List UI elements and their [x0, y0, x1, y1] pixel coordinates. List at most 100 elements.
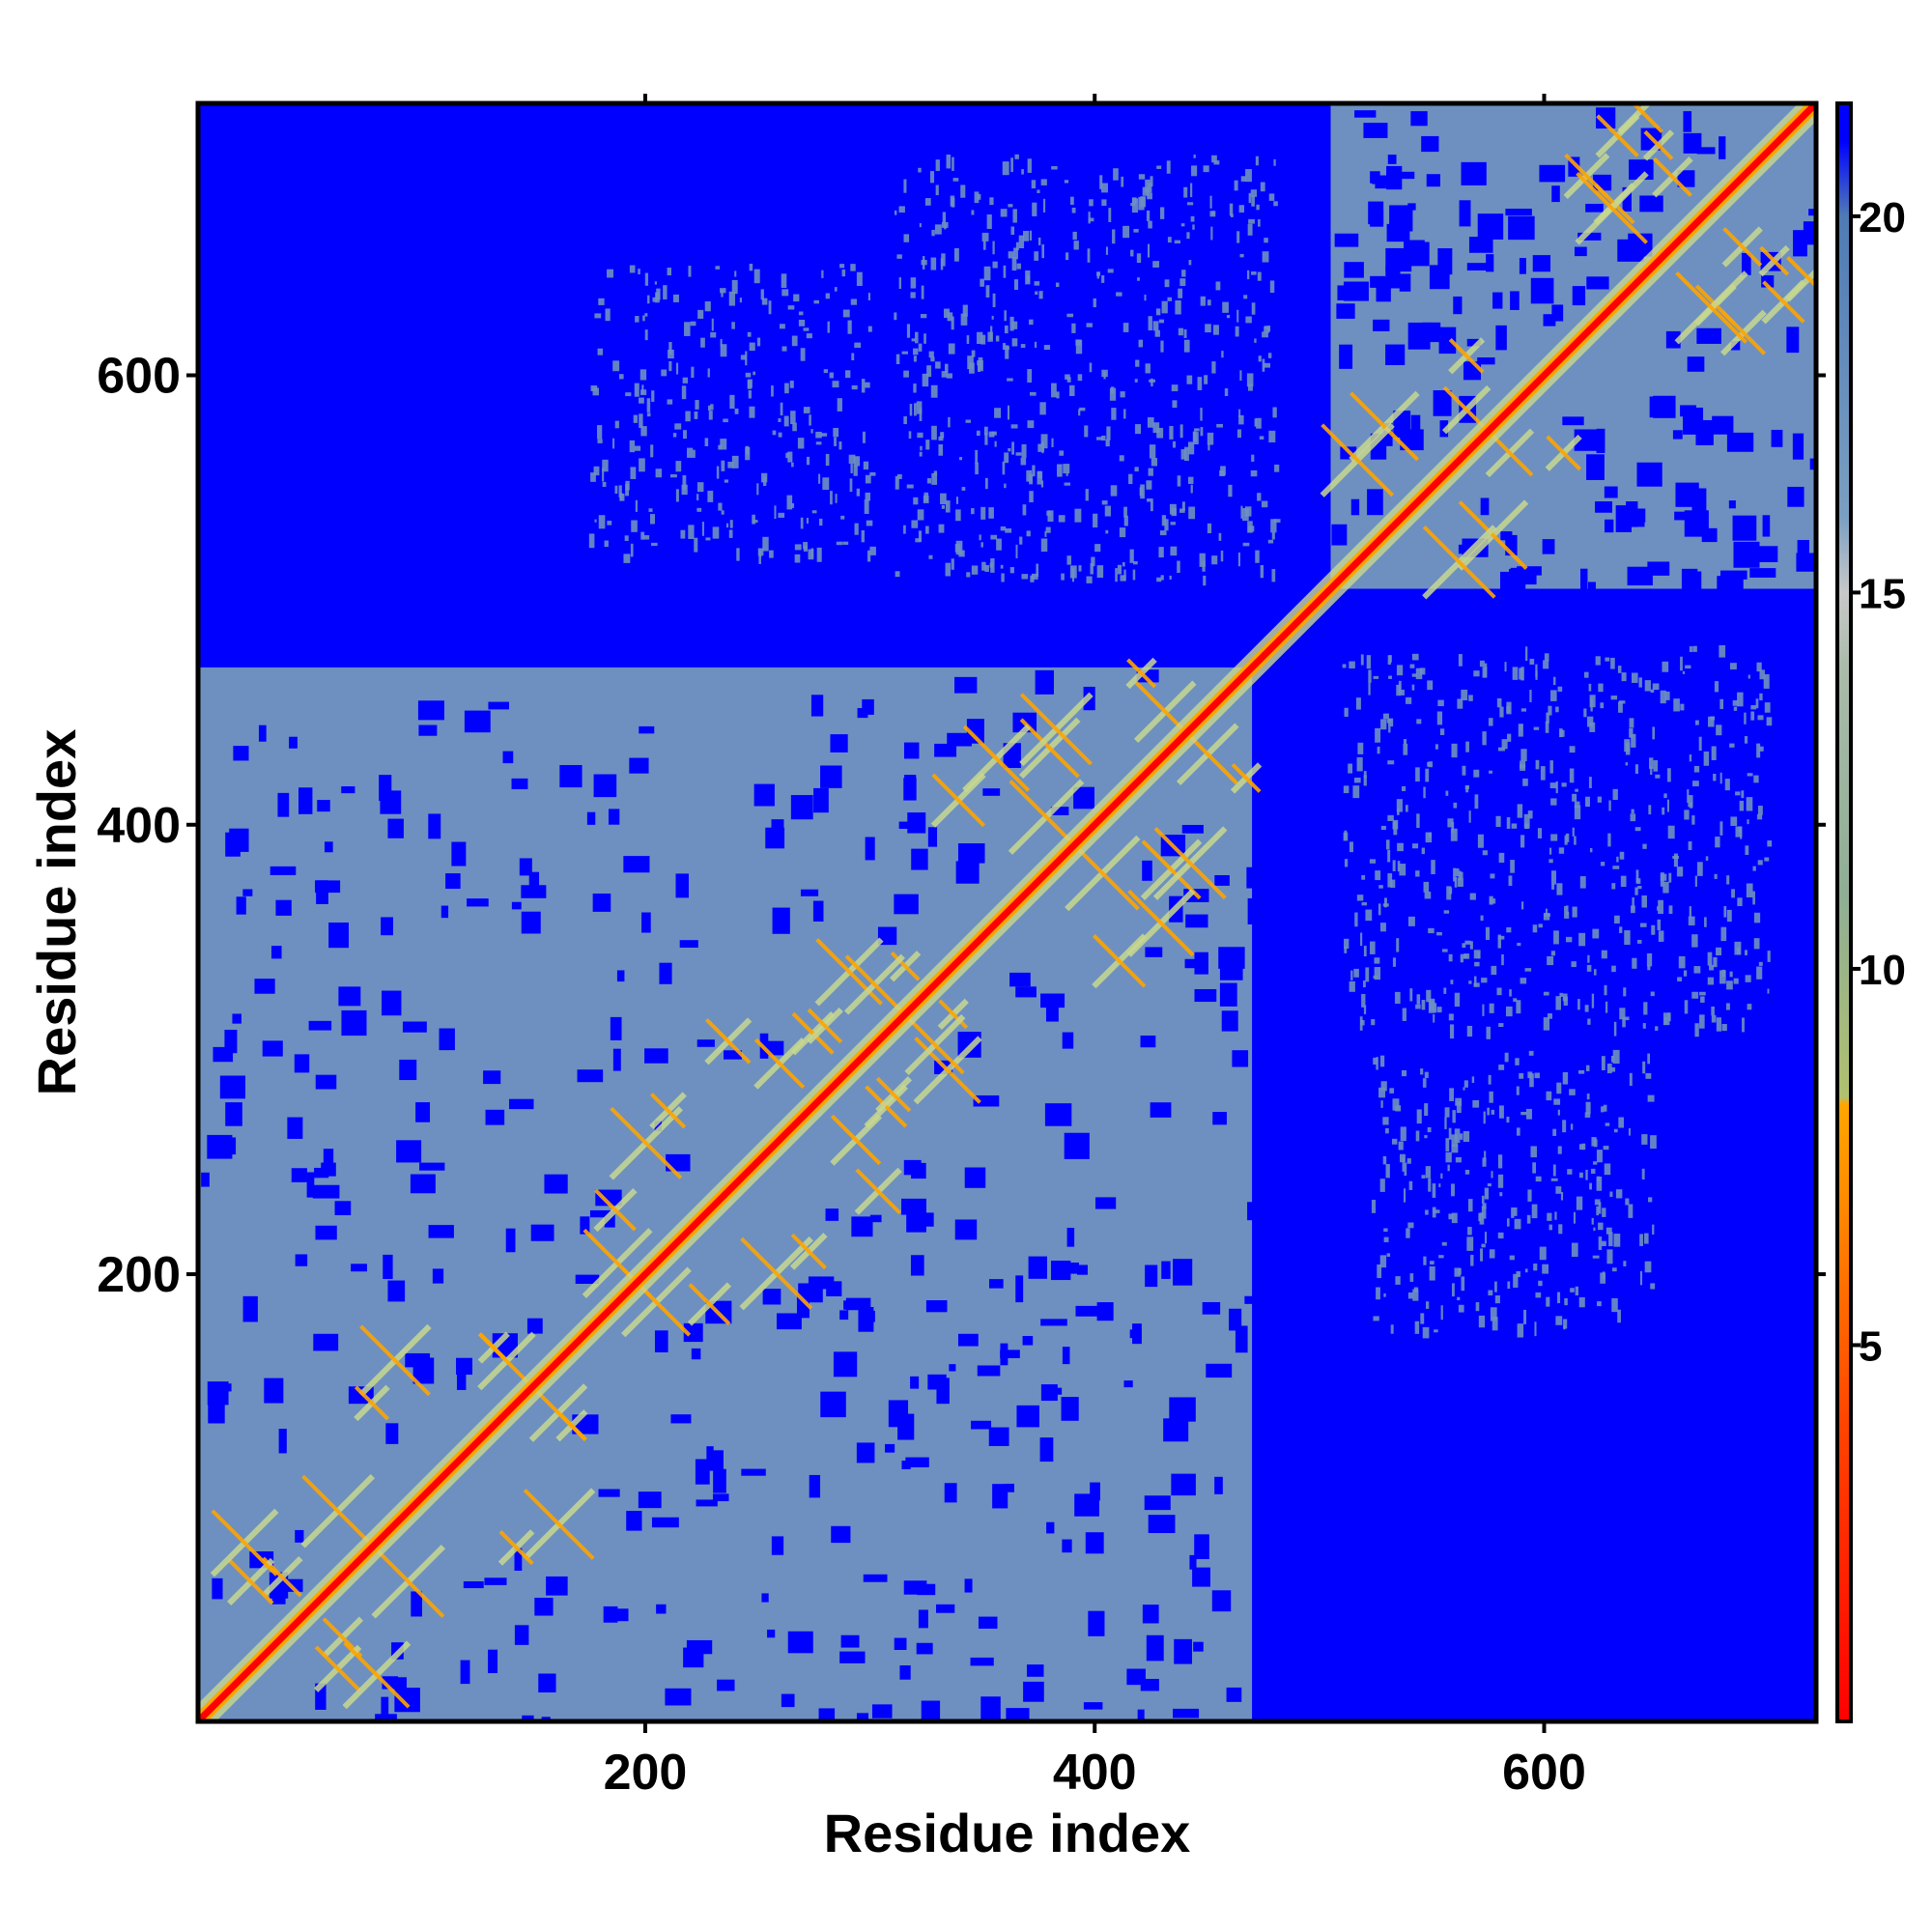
- distance-cell: [467, 898, 489, 907]
- distance-cell: [1520, 835, 1525, 848]
- distance-cell: [731, 455, 739, 469]
- distance-cell: [275, 899, 292, 916]
- distance-cell: [851, 353, 855, 360]
- distance-cell: [1553, 676, 1556, 686]
- distance-cell: [1064, 180, 1069, 184]
- distance-cell: [1477, 213, 1504, 240]
- distance-cell: [623, 856, 650, 873]
- distance-cell: [1683, 111, 1692, 132]
- distance-cell: [1433, 390, 1452, 416]
- distance-cell: [827, 321, 830, 333]
- distance-cell: [1598, 1222, 1604, 1231]
- distance-cell: [1759, 693, 1763, 701]
- distance-cell: [1411, 684, 1415, 691]
- distance-cell: [1273, 519, 1281, 523]
- distance-cell: [1497, 1174, 1504, 1188]
- distance-cell: [1063, 464, 1070, 474]
- distance-cell: [1629, 718, 1634, 728]
- distance-cell: [1191, 165, 1198, 177]
- distance-cell: [1429, 1265, 1435, 1281]
- distance-cell: [521, 911, 541, 934]
- distance-cell: [1695, 419, 1714, 445]
- distance-cell: [917, 509, 924, 521]
- distance-cell: [1589, 1182, 1592, 1190]
- distance-cell: [948, 416, 951, 428]
- distance-cell: [927, 1374, 947, 1390]
- distance-cell: [295, 1529, 304, 1543]
- distance-cell: [803, 327, 810, 331]
- distance-cell: [720, 338, 723, 347]
- distance-cell: [833, 1351, 858, 1378]
- distance-cell: [1660, 690, 1666, 704]
- distance-cell: [254, 979, 275, 994]
- distance-cell: [941, 371, 949, 378]
- distance-cell: [1452, 1110, 1456, 1123]
- distance-cell: [1373, 1316, 1379, 1321]
- distance-cell: [1759, 669, 1765, 680]
- distance-cell: [1349, 841, 1353, 853]
- distance-cell: [1236, 429, 1242, 439]
- distance-cell: [990, 534, 998, 540]
- distance-cell: [1150, 500, 1153, 512]
- distance-cell: [1414, 1321, 1420, 1334]
- distance-cell: [961, 487, 966, 491]
- contact-strand: [1422, 525, 1496, 599]
- distance-cell: [644, 329, 648, 341]
- distance-cell: [903, 525, 906, 534]
- distance-cell: [1383, 897, 1387, 908]
- distance-cell: [1596, 1206, 1600, 1216]
- distance-cell: [1425, 832, 1433, 843]
- distance-cell: [681, 484, 688, 496]
- distance-cell: [1461, 161, 1487, 185]
- distance-cell: [983, 426, 988, 436]
- distance-cell: [1232, 1050, 1249, 1067]
- distance-cell: [629, 265, 636, 273]
- distance-cell: [1587, 1018, 1591, 1025]
- distance-cell: [1623, 1261, 1627, 1266]
- contact-strand: [914, 1037, 981, 1104]
- distance-cell: [1131, 197, 1137, 204]
- distance-cell: [778, 418, 781, 422]
- distance-cell: [1548, 1224, 1552, 1231]
- distance-cell: [1637, 885, 1642, 890]
- distance-cell: [224, 1030, 238, 1054]
- distance-cell: [619, 374, 624, 380]
- distance-cell: [1557, 686, 1563, 692]
- distance-cell: [1385, 344, 1406, 365]
- distance-cell: [1199, 553, 1206, 567]
- distance-cell: [781, 273, 787, 288]
- distance-cell: [1177, 475, 1181, 487]
- distance-cell: [1015, 452, 1022, 456]
- distance-cell: [1673, 698, 1680, 712]
- distance-cell: [1177, 560, 1180, 574]
- distance-cell: [1592, 928, 1600, 939]
- distance-cell: [1729, 971, 1733, 978]
- distance-cell: [1361, 993, 1366, 1008]
- distance-cell: [1598, 683, 1604, 693]
- distance-cell: [1096, 565, 1104, 579]
- distance-cell: [1581, 1143, 1586, 1151]
- distance-cell: [1077, 374, 1083, 382]
- distance-cell: [863, 461, 869, 470]
- distance-cell: [1586, 276, 1609, 290]
- distance-cell: [1453, 802, 1458, 809]
- distance-cell: [298, 787, 313, 814]
- distance-cell: [869, 471, 876, 476]
- distance-cell: [1172, 440, 1177, 448]
- distance-cell: [1453, 867, 1456, 882]
- distance-cell: [1015, 986, 1037, 998]
- distance-cell: [1447, 818, 1454, 828]
- distance-cell: [944, 1483, 957, 1503]
- distance-cell: [1031, 573, 1038, 580]
- distance-cell: [1424, 892, 1432, 899]
- distance-cell: [1188, 260, 1192, 266]
- distance-cell: [1257, 271, 1262, 281]
- contact-strand: [211, 1509, 278, 1577]
- distance-cell: [806, 518, 810, 524]
- distance-cell: [619, 493, 623, 501]
- distance-cell: [976, 430, 980, 437]
- distance-cell: [1721, 1023, 1727, 1032]
- distance-cell: [1535, 664, 1538, 677]
- distance-cell: [315, 1225, 337, 1240]
- distance-cell: [1711, 1014, 1717, 1023]
